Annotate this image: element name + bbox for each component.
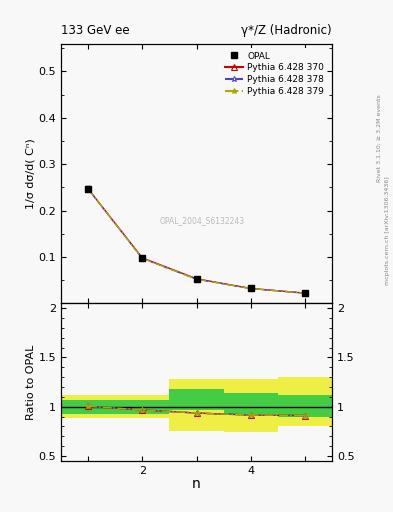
Text: OPAL_2004_S6132243: OPAL_2004_S6132243 — [159, 216, 244, 225]
Legend: OPAL, Pythia 6.428 370, Pythia 6.428 378, Pythia 6.428 379: OPAL, Pythia 6.428 370, Pythia 6.428 378… — [222, 48, 328, 99]
Text: 133 GeV ee: 133 GeV ee — [61, 24, 130, 37]
Y-axis label: Ratio to OPAL: Ratio to OPAL — [26, 345, 36, 420]
Text: mcplots.cern.ch [arXiv:1306.3436]: mcplots.cern.ch [arXiv:1306.3436] — [385, 176, 389, 285]
Text: γ*/Z (Hadronic): γ*/Z (Hadronic) — [241, 24, 332, 37]
Text: Rivet 3.1.10; ≥ 3.2M events: Rivet 3.1.10; ≥ 3.2M events — [377, 94, 382, 182]
X-axis label: n: n — [192, 477, 201, 491]
Y-axis label: 1/σ dσ/d( Cⁿ): 1/σ dσ/d( Cⁿ) — [26, 138, 35, 209]
